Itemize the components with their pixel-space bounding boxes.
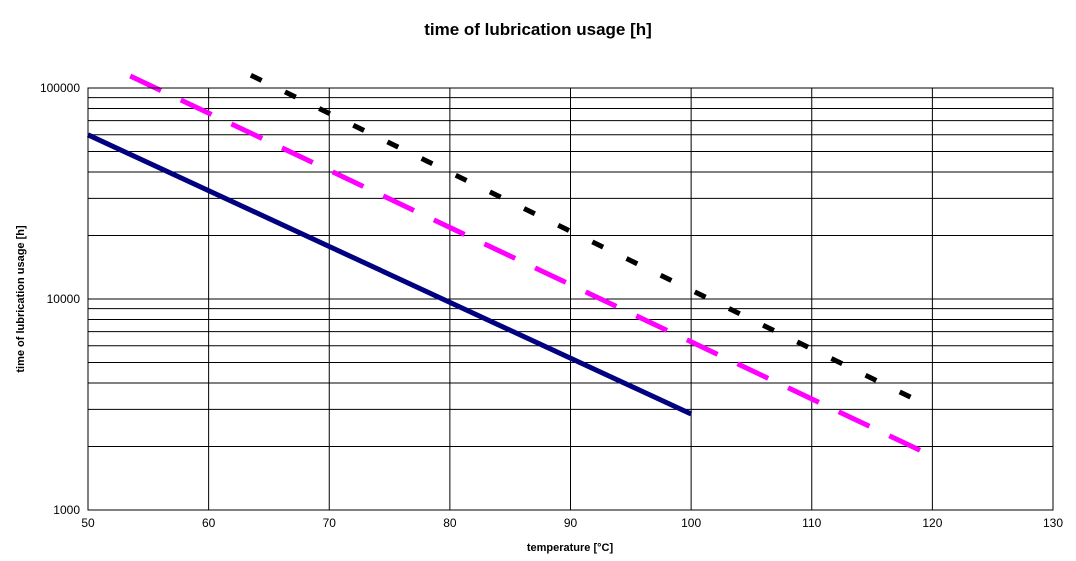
series-layer	[86, 72, 934, 459]
x-tick-label: 120	[922, 516, 942, 530]
x-axis-label: temperature [°C]	[527, 542, 614, 554]
series-line-3	[249, 72, 934, 411]
x-tick-label: 110	[802, 516, 821, 530]
x-tick-label: 100	[681, 516, 701, 530]
x-tick-label: 130	[1043, 516, 1063, 530]
x-tick-label: 90	[564, 516, 578, 530]
y-axis-ticks: 1000 10000 100000	[40, 81, 80, 517]
x-axis-ticks: 50 60 70 80 90 100 110 120 130	[81, 516, 1063, 530]
x-tick-label: 70	[323, 516, 337, 530]
plot-area-border	[87, 87, 1054, 511]
x-tick-label: 60	[202, 516, 216, 530]
y-tick-label: 10000	[47, 292, 81, 306]
series-line-2	[129, 73, 934, 459]
chart-title: time of lubrication usage [h]	[424, 20, 652, 39]
y-tick-label: 1000	[53, 503, 80, 517]
y-tick-label: 100000	[40, 81, 80, 95]
x-tick-label: 80	[443, 516, 457, 530]
y-axis-label: time of lubrication usage [h]	[15, 225, 27, 373]
series-line-1	[86, 132, 693, 417]
x-tick-label: 50	[81, 516, 95, 530]
